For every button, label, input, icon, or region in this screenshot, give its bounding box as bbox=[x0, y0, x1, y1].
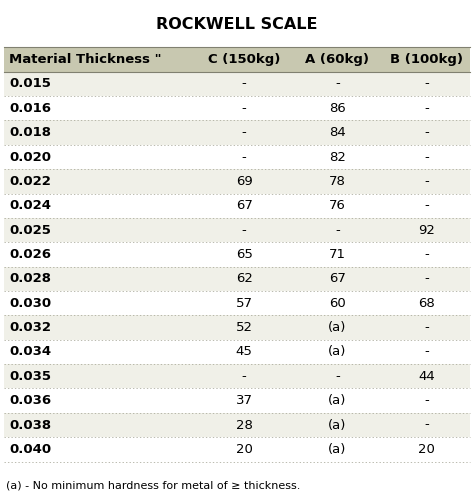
Bar bbox=[4, 96, 470, 120]
Text: -: - bbox=[424, 199, 429, 212]
Text: 67: 67 bbox=[329, 272, 346, 285]
Text: 84: 84 bbox=[329, 126, 346, 139]
Text: -: - bbox=[424, 151, 429, 164]
Bar bbox=[4, 315, 470, 340]
Text: 68: 68 bbox=[418, 297, 435, 310]
Bar bbox=[4, 340, 470, 364]
Text: (a): (a) bbox=[328, 394, 346, 407]
Text: -: - bbox=[335, 224, 340, 237]
Bar bbox=[4, 364, 470, 389]
Text: -: - bbox=[242, 370, 246, 383]
Text: 20: 20 bbox=[236, 443, 253, 456]
Text: 82: 82 bbox=[329, 151, 346, 164]
Bar bbox=[4, 218, 470, 243]
Text: -: - bbox=[242, 77, 246, 90]
Text: 0.030: 0.030 bbox=[9, 297, 52, 310]
Text: 69: 69 bbox=[236, 175, 253, 188]
Text: -: - bbox=[424, 321, 429, 334]
Text: 92: 92 bbox=[418, 224, 435, 237]
Bar bbox=[4, 47, 470, 72]
Text: 0.018: 0.018 bbox=[9, 126, 52, 139]
Text: -: - bbox=[424, 248, 429, 261]
Text: (a) - No minimum hardness for metal of ≥ thickness.: (a) - No minimum hardness for metal of ≥… bbox=[6, 480, 301, 490]
Bar bbox=[4, 243, 470, 266]
Text: -: - bbox=[424, 175, 429, 188]
Text: 52: 52 bbox=[236, 321, 253, 334]
Text: -: - bbox=[424, 272, 429, 285]
Bar bbox=[4, 72, 470, 96]
Text: -: - bbox=[424, 345, 429, 358]
Text: 0.028: 0.028 bbox=[9, 272, 52, 285]
Text: 78: 78 bbox=[329, 175, 346, 188]
Text: 0.022: 0.022 bbox=[9, 175, 51, 188]
Text: 0.020: 0.020 bbox=[9, 151, 52, 164]
Text: 60: 60 bbox=[329, 297, 346, 310]
Text: -: - bbox=[242, 224, 246, 237]
Text: 62: 62 bbox=[236, 272, 253, 285]
Text: -: - bbox=[335, 370, 340, 383]
Text: (a): (a) bbox=[328, 443, 346, 456]
Text: 37: 37 bbox=[236, 394, 253, 407]
Text: -: - bbox=[424, 102, 429, 115]
Bar bbox=[4, 194, 470, 218]
Text: 0.015: 0.015 bbox=[9, 77, 51, 90]
Bar bbox=[4, 120, 470, 145]
Text: 0.016: 0.016 bbox=[9, 102, 52, 115]
Text: 0.026: 0.026 bbox=[9, 248, 52, 261]
Text: 76: 76 bbox=[329, 199, 346, 212]
Text: 0.024: 0.024 bbox=[9, 199, 52, 212]
Text: -: - bbox=[424, 419, 429, 432]
Bar bbox=[4, 437, 470, 462]
Bar bbox=[4, 145, 470, 169]
Text: B (100kg): B (100kg) bbox=[390, 53, 463, 66]
Text: 45: 45 bbox=[236, 345, 253, 358]
Text: 44: 44 bbox=[418, 370, 435, 383]
Text: 65: 65 bbox=[236, 248, 253, 261]
Text: C (150kg): C (150kg) bbox=[208, 53, 280, 66]
Text: -: - bbox=[242, 151, 246, 164]
Text: (a): (a) bbox=[328, 345, 346, 358]
Text: ROCKWELL SCALE: ROCKWELL SCALE bbox=[156, 17, 318, 32]
Text: -: - bbox=[242, 126, 246, 139]
Text: 57: 57 bbox=[236, 297, 253, 310]
Text: Material Thickness ": Material Thickness " bbox=[9, 53, 162, 66]
Text: 0.036: 0.036 bbox=[9, 394, 52, 407]
Text: (a): (a) bbox=[328, 321, 346, 334]
Text: 20: 20 bbox=[418, 443, 435, 456]
Text: 0.034: 0.034 bbox=[9, 345, 52, 358]
Bar bbox=[4, 413, 470, 437]
Text: -: - bbox=[424, 394, 429, 407]
Text: -: - bbox=[242, 102, 246, 115]
Text: A (60kg): A (60kg) bbox=[305, 53, 369, 66]
Text: -: - bbox=[424, 126, 429, 139]
Text: (a): (a) bbox=[328, 419, 346, 432]
Text: 71: 71 bbox=[329, 248, 346, 261]
Text: 0.032: 0.032 bbox=[9, 321, 52, 334]
Text: -: - bbox=[424, 77, 429, 90]
Text: 86: 86 bbox=[329, 102, 346, 115]
Text: 0.038: 0.038 bbox=[9, 419, 52, 432]
Bar bbox=[4, 389, 470, 413]
Text: 0.040: 0.040 bbox=[9, 443, 52, 456]
Text: 0.025: 0.025 bbox=[9, 224, 51, 237]
Text: -: - bbox=[335, 77, 340, 90]
Bar bbox=[4, 169, 470, 194]
Text: 28: 28 bbox=[236, 419, 253, 432]
Bar bbox=[4, 266, 470, 291]
Text: 67: 67 bbox=[236, 199, 253, 212]
Bar bbox=[4, 291, 470, 315]
Text: 0.035: 0.035 bbox=[9, 370, 52, 383]
